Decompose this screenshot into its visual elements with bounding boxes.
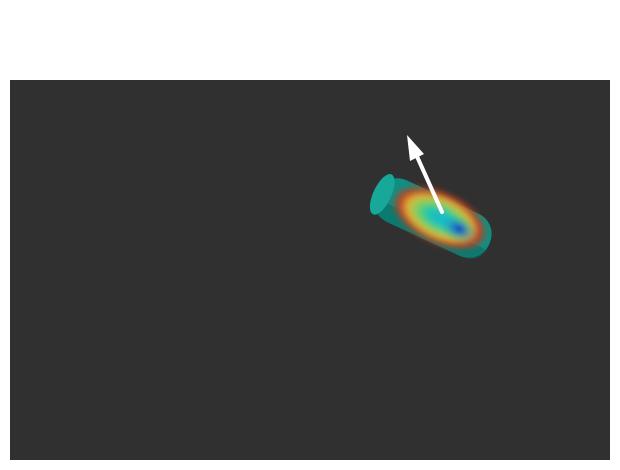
top-blank-area [0,0,620,80]
viewport-background [10,80,610,460]
3d-scene[interactable] [10,80,610,460]
arrow-shaft [413,150,444,214]
direction-arrow[interactable] [407,135,444,214]
arrow-head-icon [407,135,424,161]
heatmap-core [439,214,478,244]
cylinder-object[interactable] [364,163,502,266]
cylinder-end-cap [369,174,395,215]
3d-viewport-canvas[interactable] [10,80,610,460]
